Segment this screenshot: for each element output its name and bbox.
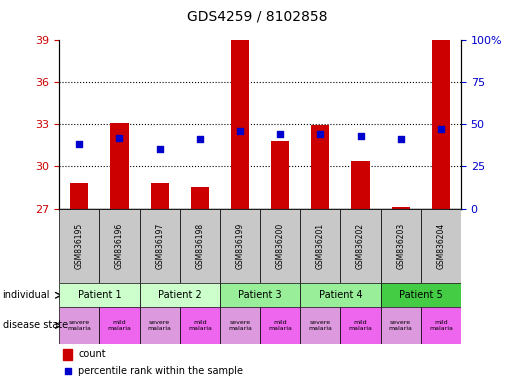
Text: GSM836196: GSM836196 <box>115 223 124 269</box>
Bar <box>191 187 209 209</box>
Text: Patient 1: Patient 1 <box>78 290 121 300</box>
Text: mild
malaria: mild malaria <box>188 320 212 331</box>
Bar <box>220 307 260 344</box>
Bar <box>432 40 450 209</box>
Text: Patient 5: Patient 5 <box>399 290 442 300</box>
Bar <box>63 349 72 360</box>
Text: GSM836201: GSM836201 <box>316 223 325 269</box>
Text: GSM836199: GSM836199 <box>235 223 245 269</box>
Text: GSM836203: GSM836203 <box>396 223 405 269</box>
Bar <box>220 283 300 307</box>
Text: GSM836204: GSM836204 <box>436 223 445 269</box>
Bar <box>99 307 140 344</box>
Bar <box>271 141 289 209</box>
Bar <box>421 209 461 283</box>
Bar <box>340 209 381 283</box>
Bar <box>59 283 140 307</box>
Bar <box>180 209 220 283</box>
Bar <box>110 122 129 209</box>
Text: GSM836197: GSM836197 <box>155 223 164 269</box>
Point <box>236 128 244 134</box>
Bar <box>140 209 180 283</box>
Text: individual: individual <box>3 290 50 300</box>
Text: severe
malaria: severe malaria <box>389 320 413 331</box>
Point <box>397 136 405 142</box>
Point <box>75 141 83 147</box>
Text: mild
malaria: mild malaria <box>349 320 372 331</box>
Text: percentile rank within the sample: percentile rank within the sample <box>78 366 243 376</box>
Text: mild
malaria: mild malaria <box>108 320 131 331</box>
Bar <box>99 209 140 283</box>
Text: mild
malaria: mild malaria <box>268 320 292 331</box>
Text: severe
malaria: severe malaria <box>148 320 171 331</box>
Bar <box>421 307 461 344</box>
Text: mild
malaria: mild malaria <box>429 320 453 331</box>
Text: severe
malaria: severe malaria <box>228 320 252 331</box>
Bar <box>260 209 300 283</box>
Bar <box>300 307 340 344</box>
Point <box>276 131 284 137</box>
Text: GSM836198: GSM836198 <box>195 223 204 269</box>
Bar <box>180 307 220 344</box>
Bar <box>381 283 461 307</box>
Bar <box>231 40 249 209</box>
Point <box>437 126 445 132</box>
Bar <box>340 307 381 344</box>
Text: GSM836202: GSM836202 <box>356 223 365 269</box>
Bar <box>140 283 220 307</box>
Point <box>115 134 124 141</box>
Text: Patient 4: Patient 4 <box>319 290 362 300</box>
Text: Patient 2: Patient 2 <box>158 290 201 300</box>
Point <box>356 133 365 139</box>
Point <box>196 136 204 142</box>
Bar <box>381 307 421 344</box>
Text: severe
malaria: severe malaria <box>308 320 332 331</box>
Bar <box>59 209 99 283</box>
Bar <box>311 126 330 209</box>
Text: Patient 3: Patient 3 <box>238 290 282 300</box>
Bar <box>351 161 370 209</box>
Text: GSM836195: GSM836195 <box>75 223 84 269</box>
Bar <box>70 183 89 209</box>
Bar <box>59 307 99 344</box>
Bar <box>220 209 260 283</box>
Point <box>316 131 324 137</box>
Bar <box>140 307 180 344</box>
Bar <box>381 209 421 283</box>
Text: GDS4259 / 8102858: GDS4259 / 8102858 <box>187 10 328 23</box>
Bar <box>300 209 340 283</box>
Text: count: count <box>78 349 106 359</box>
Point <box>63 368 72 374</box>
Point <box>156 146 164 152</box>
Bar <box>150 183 169 209</box>
Text: GSM836200: GSM836200 <box>276 223 285 269</box>
Bar <box>260 307 300 344</box>
Bar <box>300 283 381 307</box>
Text: disease state: disease state <box>3 320 67 331</box>
Bar <box>391 207 410 209</box>
Text: severe
malaria: severe malaria <box>67 320 91 331</box>
